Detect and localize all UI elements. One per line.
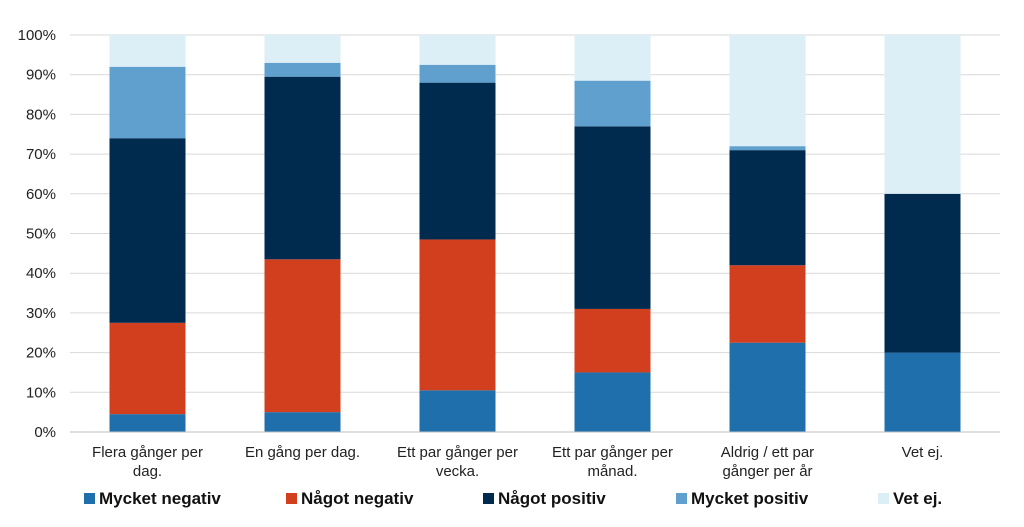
bar-segment-mycket-positiv-0: [109, 66, 186, 139]
legend-swatch: [84, 493, 95, 504]
bar-segment-vet-ej--2: [419, 35, 496, 65]
legend-label: Mycket negativ: [99, 489, 221, 508]
bar-segment-något-positiv-2: [419, 82, 496, 240]
bar-segment-mycket-positiv-2: [419, 64, 496, 83]
bar-segment-något-negativ-3: [574, 308, 651, 373]
bar-segment-vet-ej--0: [109, 35, 186, 67]
y-tick-label: 30%: [26, 305, 56, 322]
bar-segment-vet-ej--1: [264, 35, 341, 63]
legend-swatch: [878, 493, 889, 504]
bar-segment-något-positiv-4: [729, 150, 806, 266]
legend-label: Något positiv: [498, 489, 606, 508]
bar-segment-något-negativ-1: [264, 259, 341, 413]
bar-segment-mycket-negativ-4: [729, 342, 806, 432]
legend-swatch: [676, 493, 687, 504]
legend-swatch: [286, 493, 297, 504]
x-category-label: En gång per dag.: [245, 444, 360, 461]
y-tick-label: 20%: [26, 345, 56, 362]
bar-segment-mycket-negativ-0: [109, 414, 186, 432]
bar-segment-mycket-negativ-1: [264, 412, 341, 432]
bar-segment-vet-ej--4: [729, 35, 806, 147]
bar-segment-något-positiv-3: [574, 126, 651, 309]
y-tick-label: 60%: [26, 186, 56, 203]
x-category-label: Ett par gånger per månad.: [552, 444, 673, 480]
y-tick-label: 10%: [26, 384, 56, 401]
bar-segment-mycket-positiv-1: [264, 62, 341, 77]
x-category-label: Ett par gånger per vecka.: [397, 444, 518, 480]
bar-segment-mycket-positiv-3: [574, 80, 651, 127]
legend-label: Något negativ: [301, 489, 414, 508]
x-category-label: Flera gånger per dag.: [92, 444, 203, 480]
bar-segment-något-positiv-5: [884, 193, 961, 353]
y-tick-label: 70%: [26, 146, 56, 163]
x-category-label: Aldrig / ett par gånger per år: [721, 444, 814, 480]
y-tick-label: 90%: [26, 67, 56, 84]
bar-segment-något-negativ-4: [729, 265, 806, 343]
y-tick-label: 40%: [26, 265, 56, 282]
y-tick-label: 50%: [26, 226, 56, 243]
y-axis-ticks: 0% 10% 20% 30% 40% 50% 60% 70% 80% 90% 100%: [18, 27, 56, 441]
bar-segment-vet-ej--3: [574, 35, 651, 81]
legend-label: Mycket positiv: [691, 489, 809, 508]
bar-segment-mycket-negativ-3: [574, 372, 651, 432]
legend: Mycket negativ Något negativ Något positiv…: [84, 489, 942, 508]
x-category-label: Vet ej.: [902, 444, 944, 461]
legend-label: Vet ej.: [893, 489, 942, 508]
bar-segment-något-negativ-2: [419, 239, 496, 391]
legend-swatch: [483, 493, 494, 504]
bar-segment-något-positiv-1: [264, 76, 341, 260]
x-axis-labels: Flera gånger per dag. En gång per dag. Ett …: [92, 444, 943, 480]
bar-segment-mycket-positiv-4: [729, 146, 806, 151]
gridlines: [70, 34, 1000, 393]
bar-segment-vet-ej--5: [884, 35, 961, 194]
y-tick-label: 80%: [26, 106, 56, 123]
y-tick-label: 100%: [18, 27, 56, 44]
y-tick-label: 0%: [34, 424, 56, 441]
bar-segment-något-negativ-0: [109, 322, 186, 415]
bar-segment-mycket-negativ-2: [419, 390, 496, 432]
bar-segment-mycket-negativ-5: [884, 352, 961, 432]
bars: [109, 35, 961, 432]
bar-segment-något-positiv-0: [109, 138, 186, 323]
